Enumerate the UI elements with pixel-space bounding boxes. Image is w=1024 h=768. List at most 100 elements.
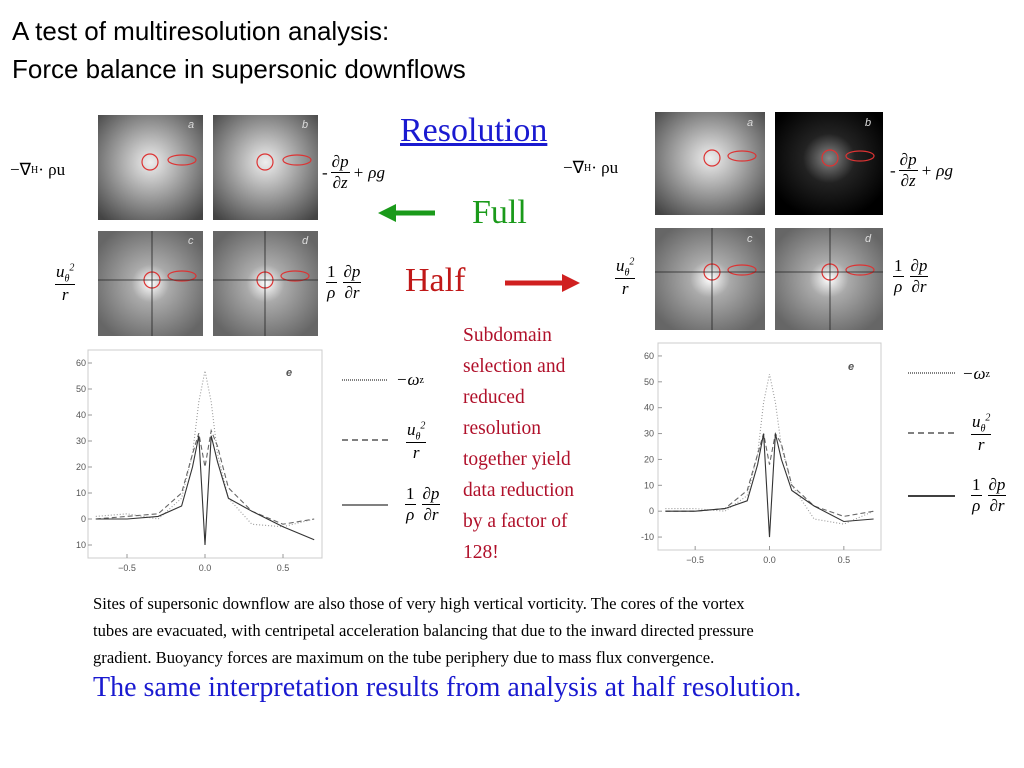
title: A test of multiresolution analysis: Forc… xyxy=(12,12,466,88)
text: ρ xyxy=(406,505,415,524)
text: ρ xyxy=(894,277,903,296)
text: 2 xyxy=(629,256,635,268)
text: ∂p xyxy=(909,256,929,277)
y-tick-label: 0 xyxy=(649,506,654,516)
fraction: ∂p ∂r xyxy=(421,484,441,525)
legend-lines xyxy=(342,372,955,506)
panel-label: e xyxy=(848,361,854,373)
pressure-gradient: 1 ρ ∂p ∂r xyxy=(402,484,443,525)
text: ρ xyxy=(972,496,981,515)
arrows xyxy=(378,204,580,292)
x-tick-label: 0.5 xyxy=(838,555,851,565)
text: θ xyxy=(980,423,986,435)
text: θ xyxy=(624,267,630,279)
text: selection and xyxy=(463,356,566,377)
text: 1 xyxy=(893,256,904,277)
centripetal: uθ2 r xyxy=(52,262,78,305)
text: resolution xyxy=(463,418,541,439)
panel-label: b xyxy=(865,117,871,129)
text: u xyxy=(407,420,416,439)
text: H xyxy=(583,162,592,174)
text: ∂r xyxy=(423,505,439,524)
panel-label: e xyxy=(286,367,292,379)
series-line xyxy=(95,435,315,546)
y-tick-label: 0 xyxy=(81,514,86,524)
fraction: ∂p ∂r xyxy=(909,256,929,297)
y-tick-label: 10 xyxy=(76,488,86,498)
y-tick-label: 20 xyxy=(644,454,654,464)
fraction: ∂p ∂z xyxy=(330,152,350,193)
divergence: −∇ H · ρu xyxy=(563,158,618,178)
fraction: ∂p ∂r xyxy=(342,262,362,303)
x-tick-label: 0.0 xyxy=(199,563,212,573)
panel-label: d xyxy=(302,235,309,247)
panel-label: d xyxy=(865,233,872,245)
panels xyxy=(98,112,883,336)
text: + ρg xyxy=(920,160,953,180)
centripetal: uθ2 r xyxy=(968,412,994,455)
text: 2 xyxy=(985,412,991,424)
series-line xyxy=(665,373,874,525)
note: Subdomain selection and reduced resolution … xyxy=(463,320,574,568)
text: together yield xyxy=(463,449,571,470)
panel-label: c xyxy=(188,235,194,247)
y-tick-label: 60 xyxy=(644,351,654,361)
text: −ω xyxy=(962,364,986,383)
text: −ω xyxy=(396,370,420,389)
text: z xyxy=(985,368,990,380)
title-line: Force balance in supersonic downflows xyxy=(12,54,466,84)
text: ρ xyxy=(327,283,336,302)
resolution-heading: Resolution xyxy=(400,112,548,149)
fraction: uθ2 r xyxy=(406,420,427,463)
text: r xyxy=(412,443,420,463)
fraction: uθ2 r xyxy=(615,256,636,299)
divergence: −∇ H · ρu xyxy=(10,160,65,180)
pressure-buoyancy: - ∂p ∂z + ρg xyxy=(890,150,953,191)
text: ∂p xyxy=(987,475,1007,496)
text: ∂r xyxy=(911,277,927,296)
series-line xyxy=(665,433,874,538)
panel-label: a xyxy=(188,119,194,131)
pressure-buoyancy: - ∂p ∂z + ρg xyxy=(322,152,385,193)
y-tick-label: 30 xyxy=(644,429,654,439)
text: data reduction xyxy=(463,480,574,501)
caption: Sites of supersonic downflow are also th… xyxy=(93,590,754,671)
x-tick-label: 0.5 xyxy=(277,563,290,573)
text: r xyxy=(621,279,629,299)
y-tick-label: 60 xyxy=(76,358,86,368)
vorticity: −ω z xyxy=(962,364,990,384)
text: Subdomain xyxy=(463,325,552,346)
text: u xyxy=(972,412,981,431)
x-tick-label: −0.5 xyxy=(686,555,704,565)
pressure-gradient: 1 ρ ∂p ∂r xyxy=(323,262,364,303)
text: ∂p xyxy=(898,150,918,171)
series-line xyxy=(665,432,874,517)
text: 1 xyxy=(971,475,982,496)
text: θ xyxy=(64,273,70,285)
plot-frame xyxy=(87,349,323,559)
panel-label: c xyxy=(747,233,753,245)
text: · ρu xyxy=(591,158,619,177)
fraction: uθ2 r xyxy=(971,412,992,455)
y-tick-label: 30 xyxy=(76,436,86,446)
text: gradient. Buoyancy forces are maximum on… xyxy=(93,648,715,667)
y-tick-label: 50 xyxy=(644,377,654,387)
x-tick-label: −0.5 xyxy=(118,563,136,573)
series-line xyxy=(95,428,315,525)
text: r xyxy=(61,285,69,305)
vorticity: −ω z xyxy=(396,370,424,390)
pressure-gradient: 1 ρ ∂p ∂r xyxy=(890,256,931,297)
text: 1 xyxy=(326,262,337,283)
text: - xyxy=(322,162,328,182)
text: ∂r xyxy=(989,496,1005,515)
text: Sites of supersonic downflow are also th… xyxy=(93,594,745,613)
text: u xyxy=(56,262,65,281)
pressure-gradient: 1 ρ ∂p ∂r xyxy=(968,475,1009,516)
text: by a factor of xyxy=(463,511,568,532)
fraction: ∂p ∂r xyxy=(987,475,1007,516)
panel-label: a xyxy=(747,117,753,129)
